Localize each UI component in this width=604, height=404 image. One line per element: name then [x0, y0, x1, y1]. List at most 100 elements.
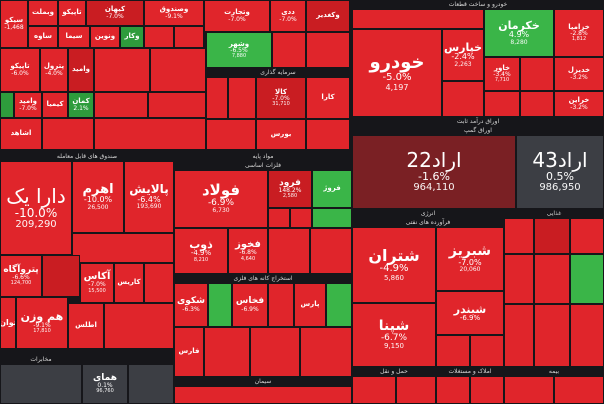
tile[interactable] [352, 376, 396, 404]
tile[interactable] [204, 327, 250, 377]
tile-shatran[interactable]: شتران -4.9% 5,860 [352, 227, 436, 303]
tile-vtejarat[interactable]: وتجارت -7.0% [204, 0, 270, 32]
tile-shebandar[interactable]: شبندر -6.9% [436, 291, 504, 335]
tile[interactable] [442, 81, 484, 117]
tile[interactable] [150, 48, 206, 92]
tile[interactable] [42, 118, 94, 150]
tile-khapars[interactable]: خپارس -2.4% 2,263 [442, 29, 484, 81]
tile-arad22[interactable]: اراد22 -1.6% 964,110 [352, 135, 516, 209]
tile-foroud[interactable]: فرود 148.2% 2,580 [268, 170, 312, 208]
tile[interactable] [268, 228, 310, 274]
tile[interactable] [94, 118, 206, 150]
tile[interactable] [312, 208, 352, 228]
tile[interactable]: کارا [306, 77, 350, 119]
tile[interactable] [174, 26, 204, 48]
tile[interactable] [504, 376, 554, 404]
tile-kharag[interactable]: خراین -3.2% [554, 91, 604, 117]
tile[interactable] [174, 386, 352, 404]
tile[interactable] [504, 304, 534, 367]
tile[interactable] [534, 218, 570, 254]
tile[interactable] [206, 77, 228, 119]
tile[interactable] [0, 92, 14, 118]
tile[interactable] [326, 283, 352, 327]
tile[interactable] [268, 208, 290, 228]
tile[interactable]: کمان 2.1% [68, 92, 94, 118]
tile[interactable] [306, 119, 350, 150]
tile-zob[interactable]: ذوب -4.9% 8,210 [174, 228, 228, 274]
tile-shepna[interactable]: شپنا -6.7% 9,150 [352, 303, 436, 367]
tile[interactable]: سیما [58, 26, 90, 48]
tile[interactable] [94, 48, 150, 92]
tile[interactable] [396, 376, 436, 404]
tile-akas[interactable]: آکاس -7.0% 15,500 [80, 263, 114, 303]
tile-arad43[interactable]: اراد43 0.5% 986,950 [516, 135, 604, 209]
tile[interactable]: وکار [120, 26, 144, 48]
tile[interactable] [148, 92, 206, 118]
tile[interactable]: سیکو -1,468 [0, 0, 28, 48]
tile[interactable] [144, 26, 174, 48]
tile[interactable] [570, 254, 604, 304]
tile-dara[interactable]: دارا یک -10.0% 209,290 [0, 161, 72, 255]
tile-ahmai[interactable]: همای 0.1% 96,760 [82, 364, 128, 404]
tile[interactable]: تاپیکو -6.0% [0, 48, 40, 92]
tile[interactable] [72, 233, 174, 263]
tile[interactable] [534, 304, 570, 367]
tile-kala[interactable]: کالا -7.0% 31,710 [256, 77, 306, 119]
tile[interactable] [208, 283, 232, 327]
tile[interactable] [128, 364, 174, 404]
tile[interactable] [484, 91, 520, 117]
tile[interactable] [470, 335, 504, 367]
tile[interactable] [300, 327, 352, 377]
tile[interactable]: وامید -7.0% [14, 92, 42, 118]
tile[interactable] [310, 228, 352, 274]
tile[interactable] [554, 376, 604, 404]
tile[interactable] [520, 57, 554, 91]
tile[interactable] [42, 255, 80, 297]
tile[interactable] [272, 32, 306, 68]
tile[interactable]: کاریس [114, 263, 144, 303]
tile-khazar[interactable]: خزامیا -2.8% 1,812 [554, 9, 604, 57]
tile[interactable] [436, 335, 470, 367]
tile-khekarman[interactable]: خکرمان 4.9% 8,280 [484, 9, 554, 57]
tile[interactable] [436, 376, 470, 404]
tile-shakos[interactable]: شکوی -6.3% [174, 283, 208, 327]
tile[interactable] [470, 376, 504, 404]
tile[interactable]: ساوه [28, 26, 58, 48]
tile[interactable]: وبملت [28, 0, 58, 26]
tile-fakhas[interactable]: فخاس -6.9% [232, 283, 268, 327]
tile[interactable]: پترول -4.0% [40, 48, 68, 92]
tile[interactable] [520, 91, 554, 117]
tile-hamvazn[interactable]: هم وزن -9.1% 17,810 [16, 297, 68, 349]
tile-vshahr[interactable]: وشهر -6.5% 7,880 [206, 32, 272, 68]
tile[interactable] [268, 283, 294, 327]
tile-fulad[interactable]: فولاد -6.9% 6,730 [174, 170, 268, 228]
tile[interactable]: فارس [174, 327, 204, 377]
tile[interactable]: تاپیکو [58, 0, 86, 26]
tile[interactable] [94, 92, 148, 118]
tile[interactable]: اشاهد [0, 118, 42, 150]
tile[interactable]: وصندوق -9.1% [144, 0, 204, 26]
tile[interactable] [104, 303, 174, 349]
tile[interactable]: ددی -7.0% [270, 0, 306, 32]
tile[interactable]: ونوین [90, 26, 120, 48]
tile[interactable] [534, 254, 570, 304]
tile-fakhooz[interactable]: فخوز -6.8% 4,640 [228, 228, 268, 274]
tile-pelaysh[interactable]: پالایش -6.4% 193,690 [124, 161, 174, 233]
tile[interactable] [144, 263, 174, 303]
tile-kehan[interactable]: کیهان -7.0% [86, 0, 144, 26]
tile[interactable] [206, 119, 256, 150]
tile[interactable]: فروژ [312, 170, 352, 208]
tile-tavan[interactable]: توان [0, 297, 16, 349]
tile-khodibel[interactable]: خدیزل -3.2% [554, 57, 604, 91]
tile[interactable] [250, 327, 300, 377]
tile-shabriz[interactable]: شبریز -7.0% 20,060 [436, 227, 504, 291]
tile-petroagah[interactable]: پتروآگاه -6.6% 124,700 [0, 255, 42, 297]
tile[interactable]: کیمیا [42, 92, 68, 118]
tile[interactable] [290, 208, 312, 228]
tile[interactable] [504, 254, 534, 304]
tile[interactable] [228, 77, 256, 119]
tile[interactable] [306, 32, 350, 68]
tile[interactable]: بورس [256, 119, 306, 150]
tile[interactable] [570, 304, 604, 367]
tile[interactable] [570, 218, 604, 254]
